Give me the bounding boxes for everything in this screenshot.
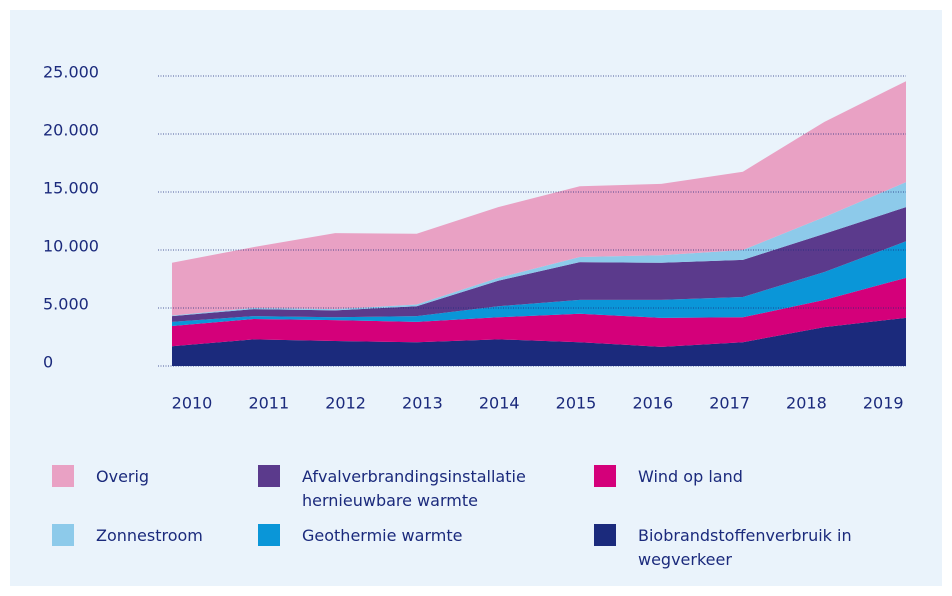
legend-item: Afvalverbrandingsinstallatie hernieuwbar… xyxy=(258,465,558,513)
legend-swatch xyxy=(258,524,280,546)
legend-item: Biobrandstoffenverbruik in wegverkeer xyxy=(594,524,894,572)
y-tick-label: 0 xyxy=(43,353,53,372)
legend-item: Overig xyxy=(52,465,352,489)
x-tick-label: 2011 xyxy=(248,394,289,413)
y-tick-label: 25.000 xyxy=(43,63,99,82)
x-tick-label: 2014 xyxy=(479,394,520,413)
area xyxy=(172,182,906,317)
legend-label: Geothermie warmte xyxy=(302,526,463,545)
legend-item: Zonnestroom xyxy=(52,524,352,548)
legend-item: Geothermie warmte xyxy=(258,524,558,548)
legend-swatch xyxy=(258,465,280,487)
x-tick-label: 2015 xyxy=(556,394,597,413)
x-tick-label: 2012 xyxy=(325,394,366,413)
area xyxy=(172,81,906,316)
x-tick-label: 2019 xyxy=(863,394,904,413)
y-tick-label: 20.000 xyxy=(43,121,99,140)
legend-swatch xyxy=(594,524,616,546)
y-tick-label: 10.000 xyxy=(43,237,99,256)
legend-label: Afvalverbrandingsinstallatie hernieuwbar… xyxy=(302,467,526,510)
legend-swatch xyxy=(52,465,74,487)
area xyxy=(172,317,906,366)
area xyxy=(172,277,906,347)
x-tick-label: 2017 xyxy=(709,394,750,413)
x-tick-label: 2010 xyxy=(172,394,213,413)
legend-label: Overig xyxy=(96,467,150,486)
legend-label: Wind op land xyxy=(638,467,743,486)
y-tick-label: 5.000 xyxy=(43,295,89,314)
area xyxy=(172,241,906,326)
legend-swatch xyxy=(594,465,616,487)
y-tick-label: 15.000 xyxy=(43,179,99,198)
legend-label: Zonnestroom xyxy=(96,526,203,545)
legend-swatch xyxy=(52,524,74,546)
legend-label: Biobrandstoffenverbruik in wegverkeer xyxy=(638,526,852,569)
x-tick-label: 2016 xyxy=(632,394,673,413)
legend-item: Wind op land xyxy=(594,465,894,489)
area xyxy=(172,207,906,322)
x-tick-label: 2013 xyxy=(402,394,443,413)
x-tick-label: 2018 xyxy=(786,394,827,413)
